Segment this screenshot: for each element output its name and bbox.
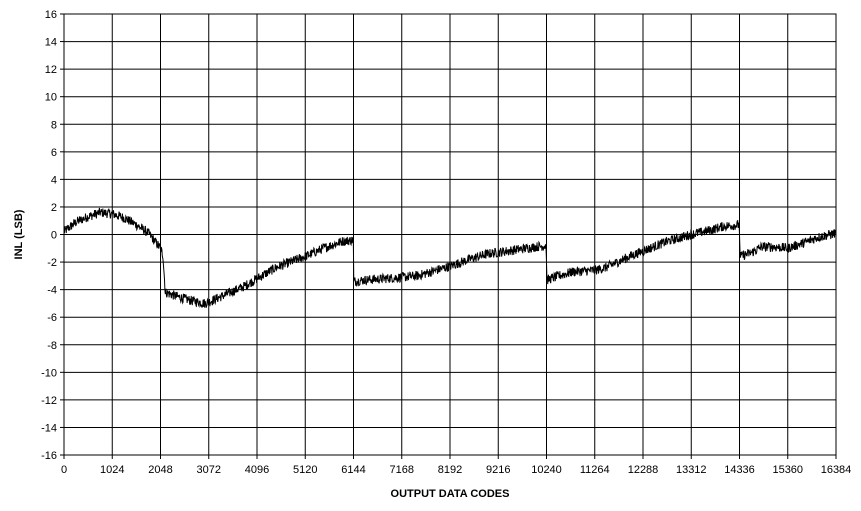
y-tick-label: -6 <box>47 312 57 324</box>
x-tick-label: 11264 <box>580 464 610 476</box>
x-tick-label: 9216 <box>486 464 510 476</box>
y-axis-title: INL (LSB) <box>13 209 25 259</box>
x-tick-label: 5120 <box>293 464 317 476</box>
y-tick-label: 6 <box>51 147 57 159</box>
x-axis-ticks: 0 1024 2048 3072 4096 5120 6144 7168 8192 9216 102… <box>61 455 851 476</box>
x-tick-label: 15360 <box>772 464 803 476</box>
x-tick-label: 16384 <box>821 464 852 476</box>
y-axis-ticks: 16 14 12 10 8 6 4 2 0 -2 -4 -6 -8 -10 -12 -14 -16 <box>41 9 64 462</box>
grid-lines <box>63 13 837 456</box>
y-tick-label: -14 <box>41 422 57 434</box>
y-tick-label: 0 <box>51 230 57 242</box>
y-tick-label: -4 <box>47 285 57 297</box>
x-tick-label: 10240 <box>531 464 562 476</box>
inl-series-line <box>63 207 837 309</box>
y-tick-label: -10 <box>41 367 57 379</box>
x-axis-title: OUTPUT DATA CODES <box>391 488 510 500</box>
x-tick-label: 2048 <box>148 464 172 476</box>
x-tick-label: 4096 <box>245 464 269 476</box>
y-tick-label: -2 <box>47 257 57 269</box>
y-tick-label: 10 <box>45 92 57 104</box>
y-tick-label: 8 <box>51 119 57 131</box>
y-tick-label: -16 <box>41 450 57 462</box>
y-tick-label: 2 <box>51 202 57 214</box>
x-tick-label: 12288 <box>628 464 659 476</box>
x-tick-label: 14336 <box>724 464 755 476</box>
x-tick-label: 8192 <box>438 464 462 476</box>
y-tick-label: 12 <box>45 64 57 76</box>
x-tick-label: 6144 <box>341 464 365 476</box>
y-tick-label: 14 <box>45 37 57 49</box>
x-tick-label: 7168 <box>390 464 414 476</box>
y-tick-label: -12 <box>41 395 57 407</box>
x-tick-label: 0 <box>61 464 67 476</box>
y-tick-label: 16 <box>45 9 57 21</box>
x-tick-label: 3072 <box>197 464 221 476</box>
x-tick-label: 13312 <box>676 464 707 476</box>
x-tick-label: 1024 <box>100 464 124 476</box>
y-tick-label: 4 <box>51 174 57 186</box>
y-tick-label: -8 <box>47 340 57 352</box>
